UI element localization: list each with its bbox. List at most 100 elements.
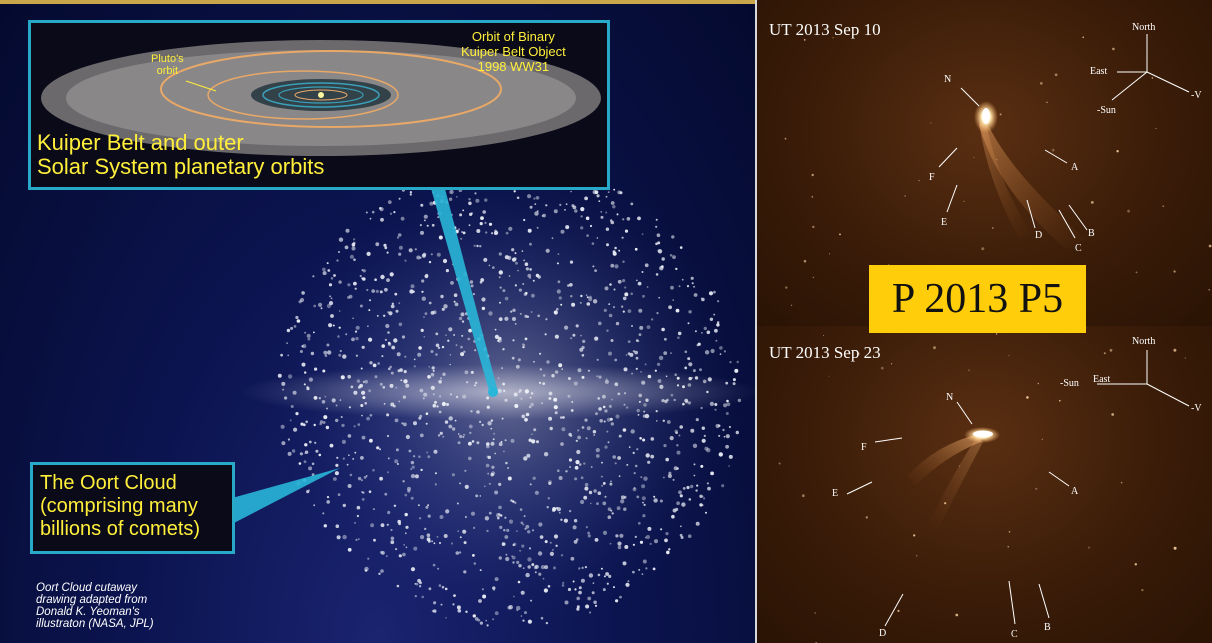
oort-speckle [736,360,739,364]
oort-speckle [494,490,499,495]
callout-pointer [232,468,340,524]
oort-speckle [460,352,465,357]
oort-speckle [579,347,584,352]
oort-speckle [641,271,644,273]
oort-speckle [457,609,462,613]
background-star [955,613,959,617]
background-star [981,247,985,251]
background-star [930,122,932,124]
oort-speckle [529,483,532,486]
oort-speckle [598,321,602,326]
fragment-label-e2: E [832,488,839,499]
oort-speckle [632,570,635,574]
oort-speckle [617,279,622,284]
oort-speckle [386,434,390,438]
oort-speckle [481,423,484,427]
oort-speckle [578,463,582,466]
oort-speckle [404,493,408,497]
oort-speckle [494,452,497,455]
oort-callout-line2: (comprising many [40,495,198,517]
oort-speckle [527,565,531,569]
oort-speckle [549,551,555,557]
oort-speckle [575,324,579,328]
oort-speckle [475,494,479,498]
oort-speckle [418,504,420,507]
oort-speckle [695,418,699,422]
oort-speckle [410,468,412,470]
oort-speckle [280,424,285,429]
oort-speckle [585,526,589,529]
oort-speckle [527,557,532,562]
oort-speckle [320,307,323,310]
oort-speckle [544,333,547,336]
oort-speckle [586,302,591,306]
oort-speckle [312,275,315,278]
oort-speckle [714,408,717,411]
oort-speckle [448,197,453,201]
oort-speckle [706,482,710,485]
oort-speckle [485,619,488,622]
oort-speckle [494,328,497,331]
oort-speckle [390,536,395,541]
oort-speckle [387,510,391,515]
oort-speckle [649,542,652,546]
oort-cloud-callout: The Oort Cloud (comprising many billions… [30,462,235,554]
oort-speckle [324,354,328,357]
oort-speckle [645,567,648,570]
oort-speckle [398,554,402,558]
oort-speckle [438,541,442,545]
oort-speckle [333,477,337,481]
oort-speckle [576,596,580,601]
background-star [891,363,893,365]
background-star [1208,244,1212,248]
north-label-sep10: North [1132,22,1156,33]
oort-speckle [637,281,642,286]
oort-speckle [615,534,619,538]
oort-speckle [366,416,370,421]
oort-speckle [729,361,732,364]
oort-speckle [490,441,495,446]
oort-speckle [632,543,636,546]
oort-speckle [481,297,486,302]
oort-speckle [612,251,617,256]
oort-speckle [579,301,582,304]
oort-speckle [467,337,471,341]
oort-speckle [574,465,579,470]
oort-speckle [642,294,645,298]
oort-speckle [414,248,417,251]
oort-speckle [395,548,398,551]
oort-speckle [684,366,688,370]
oort-speckle [326,495,330,499]
oort-speckle [434,472,437,475]
oort-speckle [433,609,437,613]
oort-speckle [368,337,373,342]
oort-speckle [488,482,491,485]
oort-speckle [457,530,460,533]
oort-speckle [597,573,601,577]
oort-speckle [479,495,482,497]
oort-speckle [393,338,398,343]
oort-speckle [525,572,530,578]
oort-speckle [507,255,512,260]
oort-speckle [351,246,356,251]
oort-speckle [449,189,454,195]
oort-speckle [644,536,647,539]
oort-speckle [609,283,612,286]
oort-speckle [626,463,629,466]
oort-speckle [425,422,428,425]
oort-speckle [569,466,572,468]
oort-speckle [295,315,299,320]
oort-speckle [380,217,384,222]
oort-speckle [605,195,608,198]
background-star [1127,209,1130,213]
oort-speckle [642,438,646,442]
oort-speckle [580,215,583,218]
oort-speckle [523,515,526,518]
oort-speckle [570,556,575,561]
oort-speckle [668,305,672,310]
oort-speckle [547,585,551,588]
oort-speckle [622,279,626,283]
oort-speckle [507,467,509,469]
background-star [839,233,841,236]
oort-speckle [326,262,329,265]
